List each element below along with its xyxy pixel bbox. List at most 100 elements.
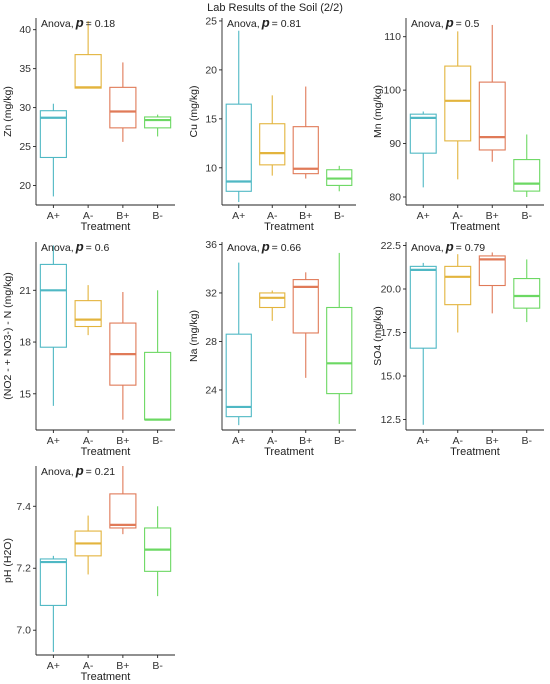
y-axis-title: SO4 (mg/kg)	[372, 306, 384, 366]
box-iqr	[478, 81, 506, 151]
box-B+	[292, 86, 319, 179]
x-tick-label: A-	[267, 210, 278, 222]
p-value: = 0.6	[86, 242, 110, 254]
box-iqr	[409, 265, 437, 349]
box-plot-panel: 15 18 21 (NO2 - + NO3-) - N (mg/kg) A+ A- B+ B-…	[2, 239, 175, 458]
box-A-	[444, 254, 472, 333]
anova-annotation: Anova, p = 0.21	[41, 463, 115, 478]
x-tick-label: A+	[417, 435, 430, 447]
box-B+	[109, 292, 137, 420]
box-plot-panel: 10 15 20 25 Cu (mg/kg) A+ A- B+ B- Treatment Anova…	[188, 15, 356, 233]
x-axis-title: Treatment	[81, 221, 131, 233]
y-axis-title: pH (H2O)	[2, 538, 14, 583]
box-iqr	[326, 306, 353, 395]
x-tick-label: A-	[83, 210, 94, 222]
y-tick-label: 20	[19, 180, 31, 192]
x-tick-label: B-	[522, 435, 533, 447]
box-A+	[225, 30, 252, 203]
p-symbol: p	[261, 239, 270, 254]
x-axis-title: Treatment	[450, 446, 500, 458]
box-B+	[478, 252, 506, 314]
y-axis-title: Zn (mg/kg)	[2, 86, 14, 137]
box-plot-panel: 7.0 7.2 7.4 pH (H2O) A+ A- B+ B- Treatment Anova,…	[2, 463, 175, 683]
anova-label: Anova,	[41, 242, 74, 254]
p-value: = 0.5	[456, 18, 480, 30]
box-iqr	[144, 116, 172, 129]
x-axis-title: Treatment	[450, 221, 500, 233]
box-B-	[326, 252, 353, 424]
y-tick-label: 12.5	[381, 414, 402, 426]
y-axis-title: Cu (mg/kg)	[188, 86, 200, 138]
box-iqr	[513, 159, 541, 192]
box-iqr	[74, 300, 102, 328]
y-axis-title: Na (mg/kg)	[188, 310, 200, 362]
x-tick-label: B-	[152, 210, 163, 222]
x-tick-label: A-	[83, 435, 94, 447]
anova-annotation: Anova, p = 0.66	[227, 239, 301, 254]
p-symbol: p	[445, 239, 454, 254]
box-B-	[513, 134, 541, 197]
box-A+	[409, 262, 437, 425]
box-plot-panel: 24 28 32 36 Na (mg/kg) A+ A- B+ B- Treatment Anova…	[188, 239, 356, 458]
y-tick-label: 25	[19, 141, 31, 153]
box-iqr	[292, 279, 319, 334]
anova-annotation: Anova, p = 0.5	[411, 15, 479, 30]
x-tick-label: A+	[47, 435, 60, 447]
box-plot-panel: 80 90 100 110 Mn (mg/kg) A+ A- B+ B- Treatment Ano…	[372, 15, 544, 233]
x-tick-label: B-	[334, 210, 345, 222]
anova-label: Anova,	[41, 18, 74, 30]
anova-annotation: Anova, p = 0.79	[411, 239, 485, 254]
x-axis-title: Treatment	[81, 671, 131, 683]
y-tick-label: 7.4	[16, 501, 31, 513]
p-value: = 0.21	[86, 466, 116, 478]
box-B-	[144, 290, 172, 421]
box-A+	[225, 262, 252, 426]
x-tick-label: A+	[47, 210, 60, 222]
box-B-	[326, 165, 353, 192]
anova-label: Anova,	[411, 242, 444, 254]
figure-title: Lab Results of the Soil (2/2)	[207, 2, 343, 14]
y-tick-label: 15	[205, 113, 217, 125]
box-iqr	[225, 333, 252, 418]
y-tick-label: 21	[19, 285, 31, 297]
y-tick-label: 28	[205, 336, 217, 348]
x-tick-label: B+	[116, 435, 129, 447]
x-tick-label: A-	[83, 660, 94, 672]
box-B+	[292, 272, 319, 378]
x-tick-label: B-	[152, 660, 163, 672]
x-tick-label: B-	[334, 435, 345, 447]
y-tick-label: 10	[205, 162, 217, 174]
box-iqr	[478, 255, 506, 287]
x-axis-title: Treatment	[264, 446, 314, 458]
box-A-	[74, 21, 102, 89]
y-tick-label: 7.0	[16, 625, 31, 637]
x-tick-label: B+	[486, 435, 499, 447]
box-plot-panel: 12.5 15.0 17.5 20.0 22.5 SO4 (mg/kg) A+ A- B+ B- T…	[372, 239, 544, 458]
y-tick-label: 80	[389, 191, 401, 203]
x-tick-label: B+	[116, 660, 129, 672]
y-tick-label: 15	[19, 388, 31, 400]
x-tick-label: A-	[453, 435, 464, 447]
x-axis-title: Treatment	[81, 446, 131, 458]
p-value: = 0.66	[272, 242, 302, 254]
anova-annotation: Anova, p = 0.18	[41, 15, 115, 30]
y-tick-label: 17.5	[381, 327, 402, 339]
box-B-	[144, 114, 172, 137]
box-iqr	[109, 86, 137, 129]
x-tick-label: A+	[47, 660, 60, 672]
p-symbol: p	[75, 239, 84, 254]
x-tick-label: A-	[267, 435, 278, 447]
anova-annotation: Anova, p = 0.6	[41, 239, 109, 254]
box-iqr	[292, 126, 319, 175]
box-A-	[74, 515, 102, 575]
p-symbol: p	[261, 15, 270, 30]
box-iqr	[409, 113, 437, 154]
y-tick-label: 24	[205, 384, 217, 396]
box-A-	[259, 95, 286, 176]
p-value: = 0.79	[456, 242, 486, 254]
x-tick-label: B+	[299, 210, 312, 222]
anova-annotation: Anova, p = 0.81	[227, 15, 301, 30]
y-tick-label: 20	[205, 64, 217, 76]
y-tick-label: 30	[19, 102, 31, 114]
y-tick-label: 7.2	[16, 563, 31, 575]
